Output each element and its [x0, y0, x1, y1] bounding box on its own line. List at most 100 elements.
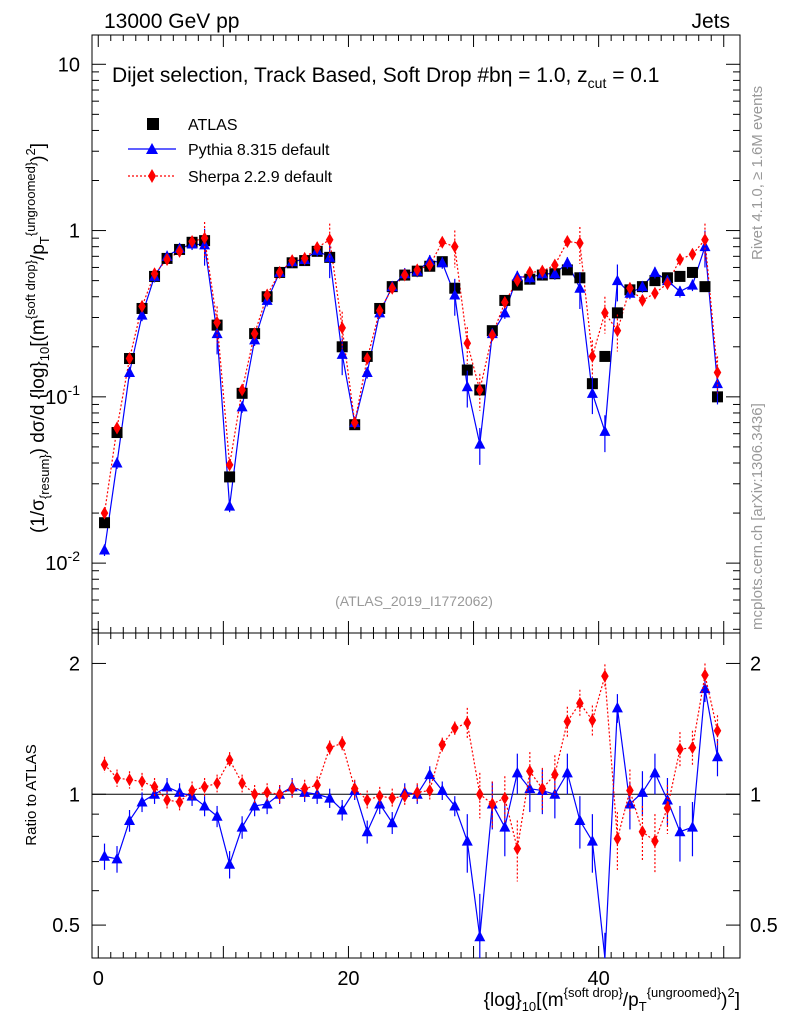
sherpa-point [188, 234, 196, 248]
ratio-tick-label-right: 2 [750, 653, 761, 675]
sherpa-point [488, 328, 497, 342]
pythia-ratio-point [449, 799, 461, 811]
sherpa-point [463, 336, 472, 350]
pythia-ratio-point [636, 786, 648, 797]
atlas-point [461, 364, 473, 376]
sherpa-point [388, 281, 397, 295]
atlas-point [611, 307, 623, 319]
pythia-point [674, 285, 686, 297]
sherpa-point [363, 352, 372, 366]
sherpa-point [538, 264, 547, 278]
sherpa-ratio-point [413, 785, 422, 799]
pythia-point [224, 500, 236, 511]
pythia-point [549, 267, 561, 279]
atlas-point [649, 275, 661, 287]
ratio-tick-label-right: 1 [750, 784, 761, 806]
pythia-point [499, 306, 511, 318]
pythia-point [649, 266, 661, 277]
y-tick-label: 10-1 [45, 382, 80, 409]
sherpa-ratio-point [200, 780, 209, 794]
sherpa-point [313, 241, 321, 255]
sherpa-ratio-point [100, 758, 109, 772]
main-series [99, 222, 723, 556]
sherpa-point [651, 286, 659, 300]
atlas-point [561, 264, 573, 276]
y-tick-label: 10 [58, 54, 80, 76]
pythia-ratio-point [574, 814, 586, 826]
sherpa-ratio-point [175, 795, 184, 809]
sherpa-point [325, 233, 334, 247]
pythia-point [561, 256, 573, 268]
sherpa-ratio-point [375, 789, 384, 803]
pythia-point [599, 425, 611, 436]
sherpa-point [613, 324, 622, 338]
sherpa-ratio-point [188, 784, 196, 798]
pythia-ratio-point [674, 825, 686, 837]
sherpa-ratio-point [288, 782, 296, 796]
sherpa-ratio-point [250, 787, 259, 801]
sherpa-ratio-point [638, 825, 647, 839]
sherpa-point [263, 288, 271, 302]
sherpa-point [638, 293, 647, 307]
sherpa-ratio-point [388, 791, 397, 805]
jets-label: Jets [691, 10, 730, 33]
pythia-ratio-point [611, 701, 623, 713]
pythia-point [211, 327, 223, 339]
legend-pythia-marker [146, 143, 158, 154]
sherpa-point [350, 416, 359, 430]
pythia-point [111, 457, 123, 468]
sherpa-ratio-line [104, 674, 719, 849]
sherpa-ratio-point [488, 797, 497, 811]
sherpa-ratio-point [526, 764, 534, 778]
pythia-point [461, 380, 473, 392]
sherpa-point [413, 263, 422, 277]
sherpa-point [450, 240, 459, 254]
rivet-label: Rivet 4.1.0, ≥ 1.6M events [749, 86, 766, 260]
legend: ATLAS Pythia 8.315 default Sherpa 2.2.9 … [128, 117, 333, 186]
sherpa-ratio-point [676, 742, 684, 756]
sherpa-ratio-point [513, 842, 522, 856]
y-axis-label: (1/σ{resum}) dσ/d {log}10[(m{soft drop}/… [23, 143, 52, 533]
sherpa-point [475, 383, 484, 397]
pythia-point [124, 366, 136, 378]
pythia-ratio-point [161, 780, 173, 792]
atlas-point [674, 270, 686, 282]
sherpa-ratio-point [325, 741, 334, 755]
sherpa-ratio-point [551, 768, 559, 782]
sherpa-point [688, 247, 697, 261]
sherpa-ratio-point [338, 736, 346, 750]
sherpa-point [138, 299, 146, 313]
atlas-point [686, 266, 698, 278]
ratio-tick-label: 1 [69, 784, 80, 806]
sherpa-line [103, 237, 719, 514]
ratio-series [99, 663, 723, 959]
x-tick-label: 20 [337, 968, 359, 990]
legend-sherpa-marker [148, 169, 156, 183]
pythia-ratio-point [124, 814, 136, 826]
sherpa-point [713, 366, 722, 380]
pythia-ratio-point [111, 852, 123, 864]
pythia-ratio-point [561, 766, 573, 778]
sherpa-point [125, 352, 134, 366]
sherpa-ratio-point [438, 738, 447, 752]
sherpa-point [250, 327, 259, 341]
pythia-ratio-point [324, 792, 336, 803]
sherpa-point [213, 315, 221, 329]
pythia-point [636, 280, 648, 292]
pythia-ratio-point [261, 797, 273, 809]
sherpa-point [438, 235, 447, 249]
sherpa-point [501, 295, 509, 309]
pythia-point [711, 377, 723, 389]
sherpa-point [425, 258, 434, 272]
ratio-plot-frame [91, 632, 741, 959]
sherpa-point [288, 254, 296, 268]
pythia-ratio-point [711, 750, 723, 762]
sherpa-point [113, 421, 121, 435]
atlas-point [599, 350, 611, 362]
pythia-ratio-point [99, 850, 111, 861]
sherpa-ratio-point [576, 696, 584, 710]
sherpa-ratio-point [225, 753, 234, 767]
sherpa-ratio-point [263, 785, 271, 799]
sherpa-ratio-point [350, 782, 359, 796]
sherpa-ratio-point [688, 741, 697, 755]
